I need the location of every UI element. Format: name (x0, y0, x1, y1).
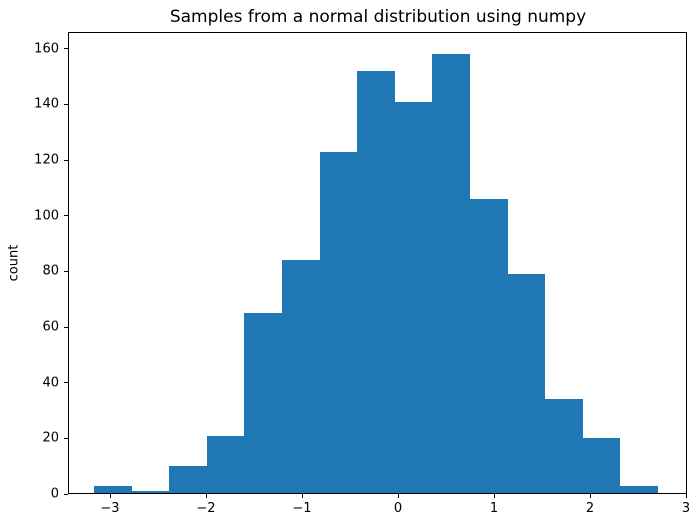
plot-area (68, 32, 687, 494)
chart-title: Samples from a normal distribution using… (169, 7, 587, 27)
histogram-bar (206, 435, 245, 494)
x-tick-label: −3 (100, 501, 120, 516)
histogram-bar (545, 399, 583, 494)
y-tick-label: 60 (42, 319, 59, 335)
y-tick-label: 160 (34, 41, 59, 57)
x-tick-mark (685, 494, 687, 498)
x-tick-mark (397, 494, 399, 498)
x-tick-label: −2 (196, 501, 216, 516)
y-tick-label: 140 (34, 96, 59, 112)
histogram-bar (582, 438, 621, 494)
histogram-bar (357, 70, 395, 494)
y-tick-label: 120 (34, 152, 59, 168)
histogram-bar (620, 485, 658, 494)
y-tick-label: 80 (42, 263, 59, 279)
histogram-bar (282, 260, 320, 494)
x-tick-label: −1 (292, 501, 312, 516)
histogram-bar (131, 491, 170, 494)
x-tick-mark (301, 494, 303, 498)
histogram-bar (93, 485, 132, 494)
histogram-bar (169, 466, 207, 494)
histogram-bar (470, 198, 508, 494)
histogram-bar (319, 151, 358, 494)
x-tick-label: 3 (681, 501, 691, 516)
y-tick-mark (64, 159, 68, 161)
histogram-bar (394, 101, 433, 494)
y-tick-mark (64, 270, 68, 272)
y-tick-mark (64, 326, 68, 328)
y-tick-label: 100 (34, 208, 59, 224)
histogram-bar (507, 274, 546, 494)
x-tick-label: 0 (393, 501, 403, 516)
histogram-bar (244, 313, 283, 494)
y-tick-mark (64, 382, 68, 384)
y-tick-label: 0 (50, 486, 59, 502)
x-tick-label: 2 (585, 501, 595, 516)
histogram-bar (432, 54, 471, 494)
y-tick-mark (64, 103, 68, 105)
y-tick-mark (64, 437, 68, 439)
x-tick-mark (109, 494, 111, 498)
x-tick-mark (205, 494, 207, 498)
y-tick-label: 20 (42, 430, 59, 446)
y-tick-label: 40 (42, 375, 59, 391)
x-tick-label: 1 (489, 501, 499, 516)
y-tick-mark (64, 215, 68, 217)
x-tick-mark (493, 494, 495, 498)
y-tick-mark (64, 493, 68, 495)
y-tick-mark (64, 48, 68, 50)
x-tick-mark (589, 494, 591, 498)
